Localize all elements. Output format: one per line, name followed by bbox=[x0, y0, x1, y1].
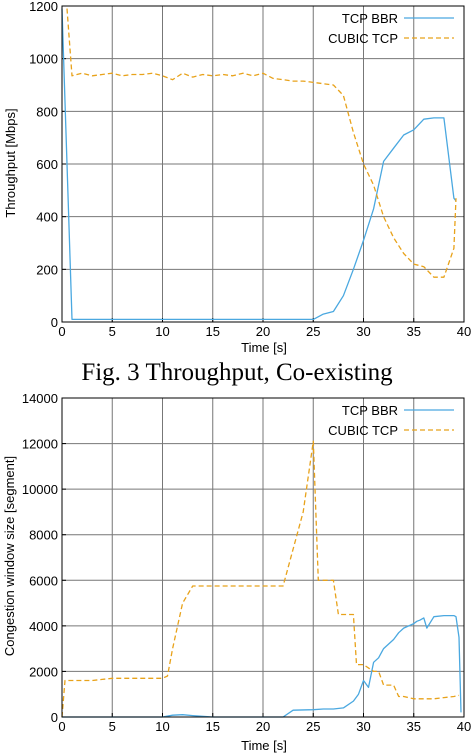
chart1-xtick-label-5: 25 bbox=[306, 324, 320, 339]
chart2-xtick-label-5: 25 bbox=[306, 719, 320, 734]
chart2-ytick-label-1: 2000 bbox=[29, 664, 58, 679]
congestion-window-chart: Congestion window size [segment] Time [s… bbox=[2, 391, 471, 753]
chart1-ytick-label-2: 400 bbox=[36, 210, 58, 225]
chart2-plot-frame bbox=[61, 397, 465, 718]
chart1-xtick-label-1: 5 bbox=[109, 324, 116, 339]
chart1-plot-frame bbox=[61, 5, 465, 323]
chart2-series-cubic-tcp-line bbox=[61, 440, 460, 718]
chart1-xtick-label-6: 30 bbox=[356, 324, 370, 339]
chart1-ytick-label-4: 800 bbox=[36, 104, 58, 119]
chart2-series-tcp-bbr-line bbox=[62, 614, 462, 718]
chart1-series-tcp-bbr-line bbox=[61, 8, 457, 321]
chart2-xtick-label-8: 40 bbox=[457, 719, 471, 734]
chart1-ytick-label-1: 200 bbox=[36, 262, 58, 277]
chart1-xtick-label-7: 35 bbox=[407, 324, 421, 339]
chart2-legend-label-0: TCP BBR bbox=[342, 403, 398, 418]
chart1-legend-label-0: TCP BBR bbox=[342, 11, 398, 26]
chart2-xtick-label-7: 35 bbox=[407, 719, 421, 734]
chart1-ytick-label-0: 0 bbox=[51, 315, 58, 330]
chart1-xtick-label-0: 0 bbox=[58, 324, 65, 339]
chart1-xtick-label-2: 10 bbox=[155, 324, 169, 339]
chart1-ytick-label-5: 1000 bbox=[29, 52, 58, 67]
chart1-xlabel: Time [s] bbox=[241, 340, 287, 355]
chart1-series-cubic-tcp-line bbox=[66, 8, 457, 278]
chart2-xlabel: Time [s] bbox=[241, 738, 287, 753]
chart2-ytick-label-3: 6000 bbox=[29, 573, 58, 588]
throughput-chart: Throughput [Mbps] Time [s] 0 5 10 15 20 25 30 3… bbox=[3, 0, 471, 355]
chart2-xtick-label-4: 20 bbox=[256, 719, 270, 734]
chart1-xtick-label-8: 40 bbox=[457, 324, 471, 339]
chart2-ytick-label-4: 8000 bbox=[29, 528, 58, 543]
chart2-xtick-label-0: 0 bbox=[58, 719, 65, 734]
chart1-xtick-label-4: 20 bbox=[256, 324, 270, 339]
chart2-ytick-label-2: 4000 bbox=[29, 619, 58, 634]
chart1-ytick-label-6: 1200 bbox=[29, 0, 58, 14]
chart2-ylabel: Congestion window size [segment] bbox=[2, 456, 17, 656]
chart1-xtick-label-3: 15 bbox=[206, 324, 220, 339]
chart1-ylabel: Throughput [Mbps] bbox=[3, 108, 18, 217]
chart2-ytick-label-6: 12000 bbox=[22, 437, 58, 452]
chart2-xtick-label-1: 5 bbox=[109, 719, 116, 734]
chart2-ytick-label-7: 14000 bbox=[22, 391, 58, 406]
chart2-xtick-label-6: 30 bbox=[356, 719, 370, 734]
chart1-ytick-label-3: 600 bbox=[36, 157, 58, 172]
chart1-legend-label-1: CUBIC TCP bbox=[328, 31, 398, 46]
figure-caption: Fig. 3 Throughput, Co-existing bbox=[81, 359, 393, 386]
chart2-legend-label-1: CUBIC TCP bbox=[328, 423, 398, 438]
chart2-xtick-label-3: 15 bbox=[206, 719, 220, 734]
chart2-xtick-label-2: 10 bbox=[155, 719, 169, 734]
chart2-ytick-label-5: 10000 bbox=[22, 482, 58, 497]
chart2-ytick-label-0: 0 bbox=[51, 710, 58, 725]
